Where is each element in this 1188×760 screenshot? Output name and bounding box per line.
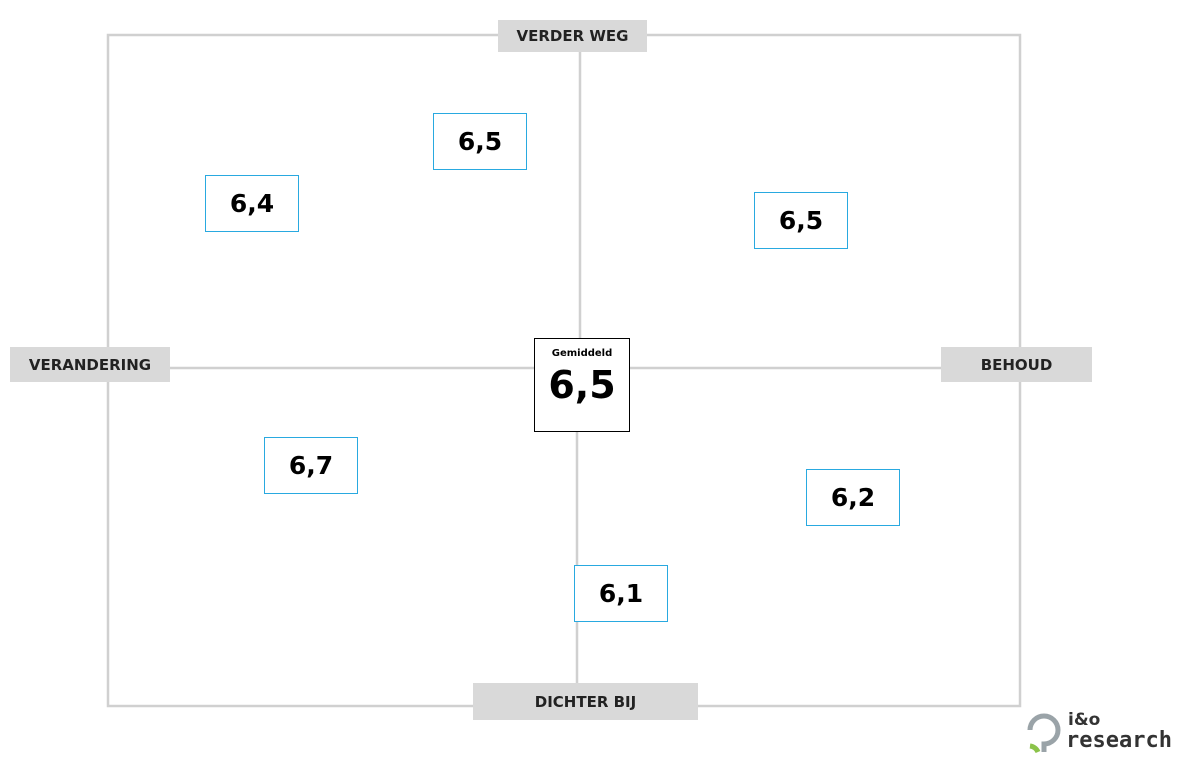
axis-label-bottom: DICHTER BIJ [473,683,698,720]
score-box: 6,5 [754,192,848,249]
average-label: Gemiddeld [551,348,613,359]
score-box: 6,1 [574,565,668,622]
logo-line2: research [1066,728,1172,753]
axis-label-top: VERDER WEG [498,20,647,52]
score-box: 6,4 [205,175,299,232]
score-box: 6,5 [433,113,527,170]
axis-label-left: VERANDERING [10,347,170,382]
axis-label-right: BEHOUD [941,347,1092,382]
logo-icon-accent [1029,743,1041,754]
average-box: Gemiddeld 6,5 [534,338,630,432]
logo-line1: i&o [1068,710,1101,730]
average-value: 6,5 [548,363,616,407]
logo-icon [1027,713,1061,752]
score-box: 6,2 [806,469,900,526]
score-box: 6,7 [264,437,358,494]
